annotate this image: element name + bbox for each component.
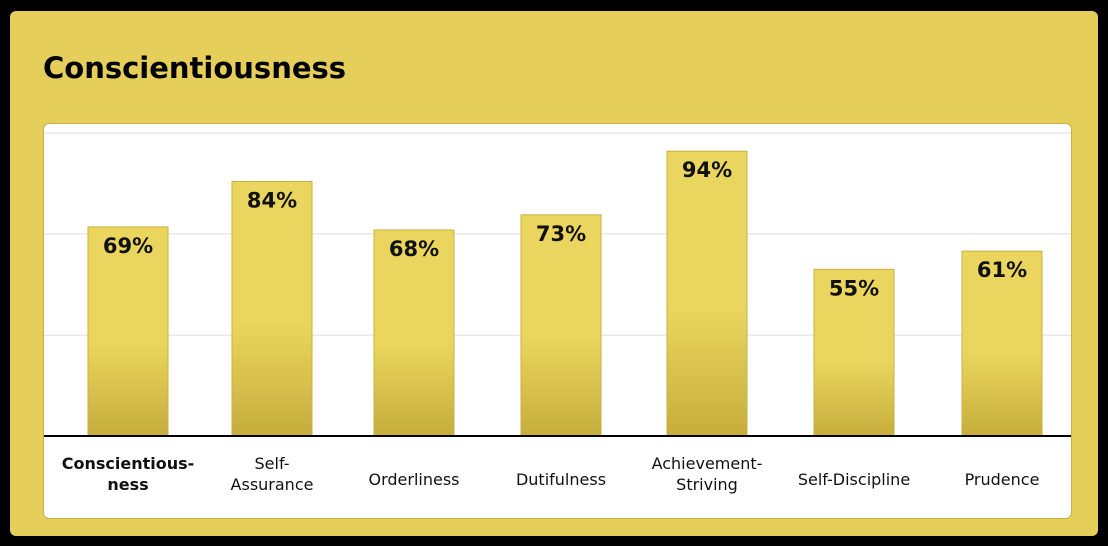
data-label: 94% [682,158,732,182]
x-tick-label: Assurance [231,475,314,494]
data-label: 61% [977,258,1027,282]
bar [520,214,602,437]
bar [666,150,748,437]
x-tick-label: Orderliness [368,470,459,489]
chart-card: 69% Conscientious-ness 84% Self- Assurance 68… [43,123,1072,519]
x-tick-label: Self- [255,454,290,473]
bar [231,180,313,437]
x-tick-label: Dutifulness [516,470,606,489]
bar-chart: 69% Conscientious-ness 84% Self- Assurance 68… [44,132,1071,494]
data-label: 73% [536,222,586,246]
x-tick-label: Prudence [965,470,1040,489]
bar [961,250,1043,437]
data-label: 69% [103,234,153,258]
data-label: 55% [829,276,879,300]
conscientiousness-panel: Conscientiousness 69% Conscientious-ness 8… [10,11,1098,536]
x-tick-label: Achievement- [652,454,763,473]
x-tick-label: ness [107,475,148,494]
data-label: 68% [389,237,439,261]
data-label: 84% [247,188,297,212]
x-tick-label: Striving [676,475,738,494]
x-tick-label: Conscientious- [62,454,195,473]
bar [373,229,455,437]
x-tick-label: Self-Discipline [798,470,910,489]
bar [813,268,895,437]
panel-title: Conscientiousness [43,51,347,85]
bar [87,226,169,437]
